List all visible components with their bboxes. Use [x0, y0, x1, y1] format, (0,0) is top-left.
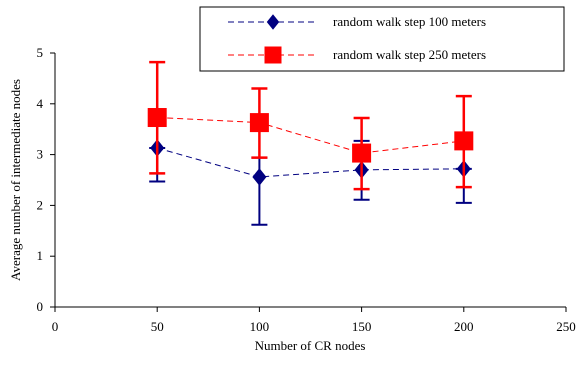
legend-item-100m: random walk step 100 meters: [228, 14, 486, 30]
series-line: [157, 117, 464, 154]
data-point: [249, 113, 269, 133]
legend-label: random walk step 100 meters: [333, 14, 486, 29]
x-tick-label: 200: [454, 319, 474, 334]
y-axis-title: Average number of intermediate nodes: [8, 79, 23, 281]
data-point: [454, 131, 474, 151]
x-tick-label: 0: [52, 319, 59, 334]
series-100m: [149, 139, 472, 226]
data-point: [252, 168, 267, 186]
x-tick-label: 250: [556, 319, 576, 334]
y-tick-label: 1: [37, 248, 44, 263]
legend-label: random walk step 250 meters: [333, 47, 486, 62]
x-tick-label: 150: [352, 319, 372, 334]
x-tick-label: 100: [250, 319, 270, 334]
y-tick-label: 2: [37, 197, 44, 212]
legend-item-250m: random walk step 250 meters: [228, 46, 486, 64]
y-tick-label: 3: [37, 147, 44, 162]
legend: random walk step 100 meters random walk …: [199, 6, 565, 72]
series-line: [157, 147, 464, 178]
data-point: [352, 143, 372, 163]
x-axis-title: Number of CR nodes: [255, 338, 366, 353]
legend-marker: [266, 14, 280, 30]
data-point: [147, 108, 167, 128]
y-tick-label: 5: [37, 45, 44, 60]
y-tick-label: 0: [37, 299, 44, 314]
series-250m: [147, 60, 474, 191]
x-tick-label: 50: [151, 319, 164, 334]
legend-box: [199, 6, 565, 72]
y-tick-label: 4: [37, 96, 44, 111]
plot-area: [147, 60, 474, 226]
legend-marker: [264, 46, 282, 64]
